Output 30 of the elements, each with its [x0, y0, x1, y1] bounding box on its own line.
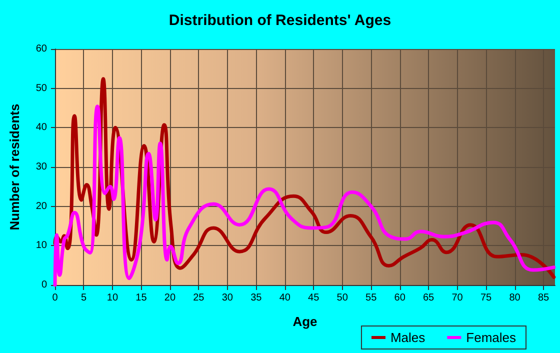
- x-tick-label: 55: [366, 292, 378, 304]
- y-tick-label: 30: [36, 162, 48, 172]
- x-tick-label: 30: [222, 292, 234, 304]
- x-tick-label: 80: [509, 292, 521, 304]
- y-tick-label: 20: [36, 200, 48, 212]
- y-tick-label: 60: [36, 44, 48, 54]
- x-tick-label: 10: [106, 292, 118, 304]
- x-tick-label: 45: [308, 292, 320, 304]
- x-tick-label: 20: [164, 292, 176, 304]
- x-tick-label: 65: [423, 292, 435, 304]
- chart-title: Distribution of Residents' Ages: [168, 12, 392, 29]
- x-tick-label: 5: [80, 292, 87, 304]
- x-tick-label: 75: [480, 292, 492, 304]
- legend-label: Males: [390, 330, 426, 345]
- x-tick-label: 15: [136, 292, 148, 304]
- legend-label: Females: [466, 330, 516, 345]
- y-tick-label: 40: [36, 122, 48, 134]
- x-tick-label: 70: [452, 292, 464, 304]
- x-tick-label: 35: [250, 292, 262, 304]
- x-tick-label: 85: [538, 292, 550, 304]
- x-tick-label: 50: [336, 292, 348, 304]
- x-tick-label: 60: [394, 292, 406, 304]
- x-tick-label: 0: [52, 292, 58, 304]
- y-tick-label: 0: [41, 280, 48, 290]
- y-tick-label: 50: [36, 82, 48, 94]
- x-tick-label: 25: [193, 292, 205, 304]
- y-tick-label: 10: [36, 240, 48, 252]
- x-tick-label: 40: [279, 292, 291, 304]
- x-axis-title: Age: [292, 314, 318, 329]
- y-axis-title: Number of residents: [7, 104, 22, 230]
